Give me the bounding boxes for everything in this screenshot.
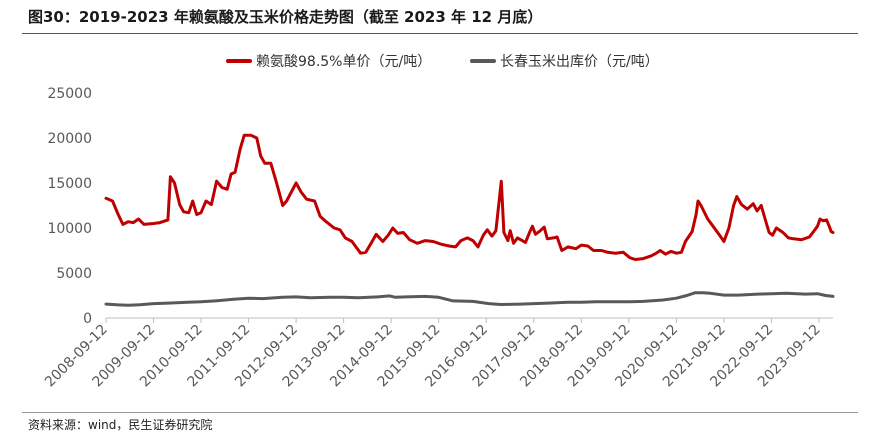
source-note: 资料来源：wind，民生证券研究院 [28, 418, 213, 432]
series-group [104, 133, 835, 307]
line-chart: 赖氨酸98.5%单价（元/吨） 长春玉米出库价（元/吨） 0 5000 10000 15… [42, 54, 835, 390]
legend-label: 赖氨酸98.5%单价（元/吨） [256, 54, 431, 70]
chart-title: 图30：2019-2023 年赖氨酸及玉米价格走势图（截至 2023 年 12 … [28, 8, 543, 26]
y-tick-label: 0 [83, 311, 92, 327]
y-tick-label: 20000 [47, 131, 92, 147]
legend-label: 长春玉米出库价（元/吨） [500, 54, 659, 70]
y-tick-label: 25000 [47, 86, 92, 102]
x-axis: 2008-09-122009-09-122010-09-122011-09-12… [42, 317, 833, 390]
y-axis: 0 5000 10000 15000 20000 25000 [47, 86, 92, 327]
title-rule [22, 33, 858, 34]
y-tick-label: 10000 [47, 221, 92, 237]
source-rule [22, 412, 858, 413]
series-line-1 [104, 133, 835, 261]
legend: 赖氨酸98.5%单价（元/吨） 长春玉米出库价（元/吨） [226, 54, 659, 70]
series-line-2 [104, 291, 835, 307]
y-tick-label: 15000 [47, 176, 92, 192]
y-tick-label: 5000 [56, 266, 92, 282]
